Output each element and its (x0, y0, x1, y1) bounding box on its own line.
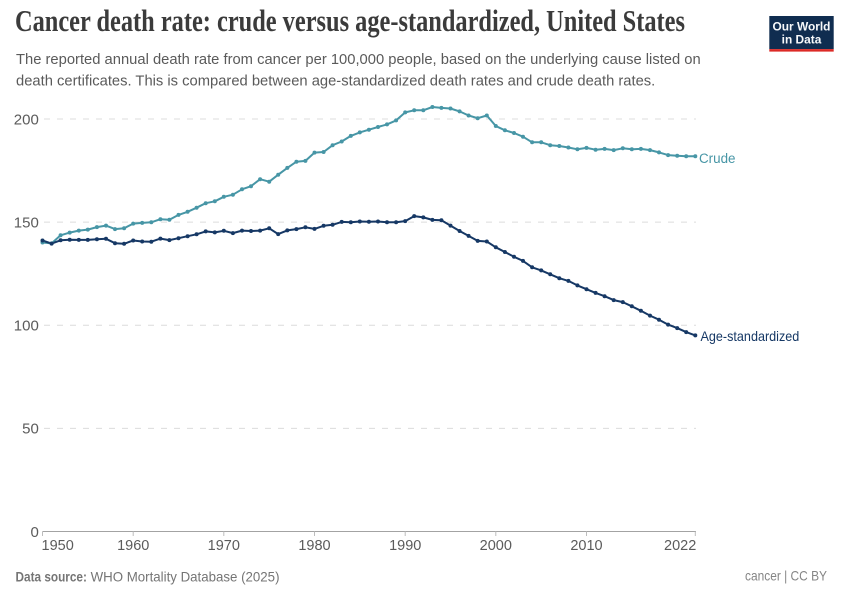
svg-text:2022: 2022 (664, 538, 696, 554)
svg-text:Crude: Crude (699, 151, 736, 167)
svg-text:death certificates. This is co: death certificates. This is compared bet… (16, 74, 655, 90)
svg-text:Data source:: Data source: (16, 570, 87, 585)
svg-text:100: 100 (14, 318, 39, 335)
svg-text:1950: 1950 (42, 538, 74, 554)
svg-text:Cancer death rate: crude versu: Cancer death rate: crude versus age-stan… (15, 4, 685, 38)
svg-text:1990: 1990 (389, 538, 421, 554)
svg-text:1980: 1980 (298, 538, 330, 554)
svg-text:150: 150 (14, 214, 39, 231)
svg-text:50: 50 (22, 421, 39, 438)
svg-text:Age-standardized: Age-standardized (701, 328, 800, 344)
svg-text:Our World: Our World (773, 20, 831, 34)
svg-text:WHO Mortality Database (2025): WHO Mortality Database (2025) (91, 570, 280, 585)
svg-text:in Data: in Data (782, 32, 822, 46)
svg-text:2010: 2010 (570, 538, 602, 554)
svg-text:2000: 2000 (480, 538, 512, 554)
svg-text:0: 0 (30, 524, 38, 541)
svg-text:cancer | CC BY: cancer | CC BY (745, 569, 827, 584)
svg-text:1970: 1970 (208, 538, 240, 554)
svg-text:200: 200 (14, 111, 39, 128)
svg-text:The reported annual death rate: The reported annual death rate from canc… (16, 52, 701, 68)
svg-text:1960: 1960 (117, 538, 149, 554)
